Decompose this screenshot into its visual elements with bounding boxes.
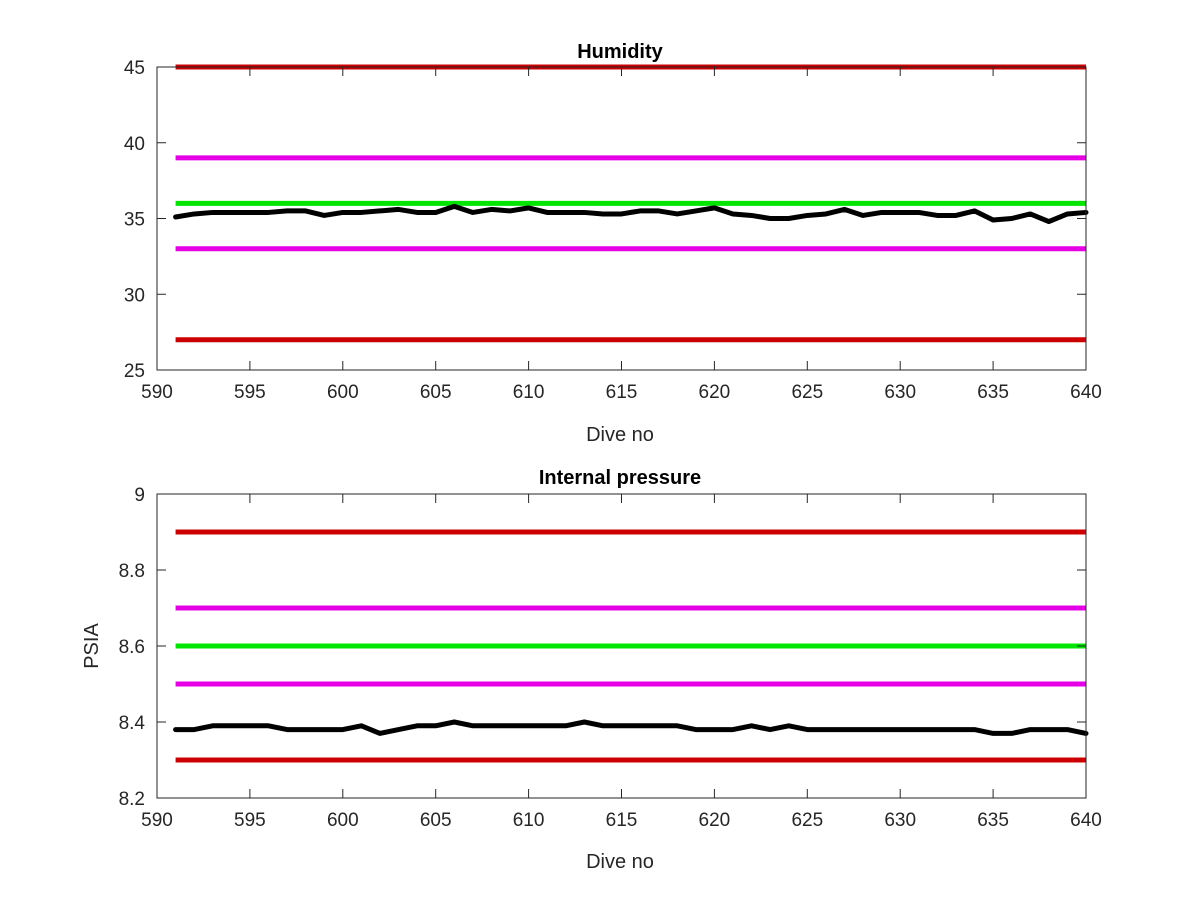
humidity-chart-title: Humidity bbox=[577, 41, 663, 63]
internal-pressure-y-axis-label: PSIA bbox=[81, 623, 103, 669]
humidity-x-tick-label: 610 bbox=[513, 382, 545, 403]
humidity-x-tick-label: 620 bbox=[699, 382, 731, 403]
internal-pressure-x-tick-label: 590 bbox=[141, 810, 173, 831]
humidity-chart: Humidity 590 595 600 605 610 615 620 625 630 635 6… bbox=[124, 41, 1102, 446]
internal-pressure-x-tick-label: 625 bbox=[791, 810, 823, 831]
internal-pressure-reference-lines bbox=[175, 529, 1086, 763]
humidity-x-axis-label: Dive no bbox=[586, 424, 654, 446]
humidity-x-tick-label: 605 bbox=[420, 382, 452, 403]
internal-pressure-x-tick-label: 610 bbox=[513, 810, 545, 831]
internal-pressure-x-tick-label: 615 bbox=[606, 810, 638, 831]
humidity-y-tick-label: 35 bbox=[124, 210, 145, 231]
internal-pressure-y-tick-label: 8.4 bbox=[119, 713, 146, 734]
humidity-x-tick-label: 595 bbox=[234, 382, 266, 403]
internal-pressure-y-tick-label: 9 bbox=[134, 485, 145, 506]
humidity-y-tick-label: 30 bbox=[124, 285, 145, 306]
humidity-x-ticks: 590 595 600 605 610 615 620 625 630 635 640 bbox=[141, 67, 1102, 403]
internal-pressure-data-line bbox=[173, 719, 1089, 736]
internal-pressure-y-tick-label: 8.2 bbox=[119, 789, 145, 810]
humidity-y-tick-label: 45 bbox=[124, 58, 145, 79]
internal-pressure-chart-title: Internal pressure bbox=[539, 467, 701, 489]
humidity-x-tick-label: 630 bbox=[884, 382, 916, 403]
internal-pressure-y-tick-label: 8.6 bbox=[119, 637, 145, 658]
internal-pressure-x-axis-label: Dive no bbox=[586, 851, 654, 873]
internal-pressure-chart: Internal pressure 590 595 600 605 610 615 620 6… bbox=[81, 467, 1102, 873]
internal-pressure-x-ticks: 590 595 600 605 610 615 620 625 630 635 640 bbox=[141, 494, 1102, 831]
humidity-y-tick-label: 25 bbox=[124, 361, 145, 382]
internal-pressure-series bbox=[173, 719, 1089, 736]
internal-pressure-x-tick-label: 640 bbox=[1070, 810, 1102, 831]
humidity-x-tick-label: 625 bbox=[791, 382, 823, 403]
internal-pressure-x-tick-label: 635 bbox=[977, 810, 1009, 831]
humidity-x-tick-label: 615 bbox=[606, 382, 638, 403]
humidity-y-tick-label: 40 bbox=[124, 134, 145, 155]
internal-pressure-x-tick-label: 605 bbox=[420, 810, 452, 831]
humidity-data-line bbox=[173, 203, 1089, 225]
internal-pressure-y-tick-label: 8.8 bbox=[119, 561, 145, 582]
internal-pressure-x-tick-label: 595 bbox=[234, 810, 266, 831]
internal-pressure-x-tick-label: 620 bbox=[699, 810, 731, 831]
humidity-y-ticks: 25 30 35 40 45 bbox=[124, 58, 1086, 382]
internal-pressure-x-tick-label: 600 bbox=[327, 810, 359, 831]
humidity-series bbox=[173, 203, 1089, 225]
humidity-x-tick-label: 640 bbox=[1070, 382, 1102, 403]
internal-pressure-x-tick-label: 630 bbox=[884, 810, 916, 831]
humidity-x-tick-label: 590 bbox=[141, 382, 173, 403]
internal-pressure-y-ticks: 8.2 8.4 8.6 8.8 9 bbox=[119, 485, 1086, 810]
humidity-x-tick-label: 600 bbox=[327, 382, 359, 403]
humidity-x-tick-label: 635 bbox=[977, 382, 1009, 403]
